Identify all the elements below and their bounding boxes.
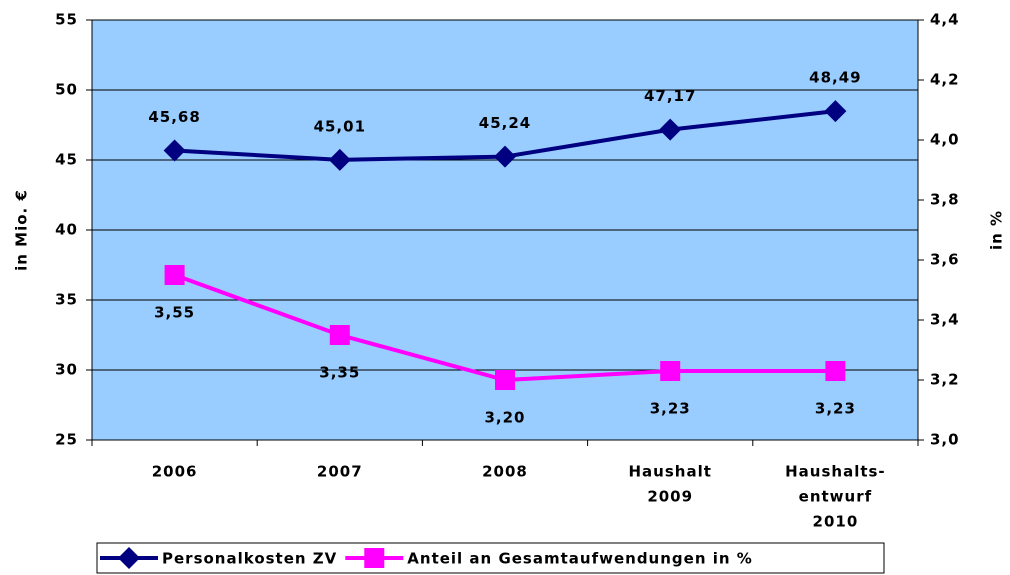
x-tick-label: entwurf <box>799 488 872 506</box>
marker <box>329 325 350 345</box>
x-tick-label: 2010 <box>813 513 859 531</box>
y2-axis-label: in % <box>988 210 1006 250</box>
y2-tick-label: 4,4 <box>930 11 960 29</box>
x-tick-label: 2008 <box>482 463 528 481</box>
y-tick-label: 30 <box>55 361 78 379</box>
y-tick-label: 25 <box>55 431 78 449</box>
y2-tick-label: 3,4 <box>930 311 960 329</box>
y-tick-label: 45 <box>55 151 78 169</box>
marker <box>824 100 847 123</box>
marker <box>364 548 385 568</box>
legend-box <box>96 542 885 574</box>
marker <box>660 361 681 381</box>
marker <box>328 148 351 171</box>
marker <box>495 370 515 390</box>
y-tick-label: 55 <box>55 11 78 29</box>
y-axis-label: in Mio. € <box>13 189 31 271</box>
marker <box>163 139 186 162</box>
data-label: 3,35 <box>319 364 360 382</box>
x-tick-label: 2006 <box>152 463 198 481</box>
y-tick-label: 35 <box>55 291 78 309</box>
y2-tick-label: 3,6 <box>930 251 960 269</box>
legend-label: Personalkosten ZV <box>162 550 337 568</box>
data-label: 45,24 <box>479 114 531 132</box>
data-label: 47,17 <box>644 87 696 105</box>
x-tick-label: Haushalts- <box>785 463 886 481</box>
data-label: 45,01 <box>314 117 366 135</box>
marker <box>825 361 846 381</box>
data-label: 3,20 <box>484 409 525 427</box>
marker <box>118 547 140 569</box>
y2-tick-label: 3,0 <box>930 431 960 449</box>
y2-tick-label: 4,0 <box>930 131 960 149</box>
data-label: 3,23 <box>815 400 856 418</box>
y2-tick-label: 3,8 <box>930 191 960 209</box>
marker <box>494 145 516 168</box>
y-tick-label: 50 <box>55 81 78 99</box>
y2-tick-label: 4,2 <box>930 71 960 89</box>
data-label: 48,49 <box>809 69 861 87</box>
y-tick-label: 40 <box>55 221 78 239</box>
marker <box>164 265 185 285</box>
legend-label: Anteil an Gesamtaufwendungen in % <box>407 550 753 568</box>
y2-tick-label: 3,2 <box>930 371 960 389</box>
data-label: 45,68 <box>148 108 200 126</box>
x-tick-label: 2009 <box>647 488 693 506</box>
marker <box>659 118 682 141</box>
x-tick-label: 2007 <box>317 463 363 481</box>
data-label: 3,55 <box>154 304 195 322</box>
data-label: 3,23 <box>650 400 691 418</box>
x-tick-label: Haushalt <box>628 463 711 481</box>
